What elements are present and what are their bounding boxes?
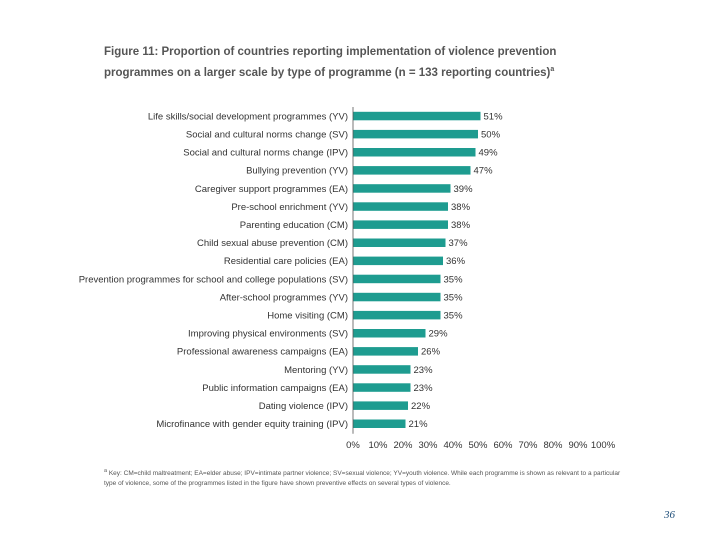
x-tick-label: 20% <box>393 440 413 451</box>
category-label: After-school programmes (YV) <box>220 292 348 303</box>
value-label: 35% <box>444 292 464 303</box>
value-label: 29% <box>429 329 449 340</box>
value-label: 39% <box>454 184 474 195</box>
category-label: Public information campaigns (EA) <box>202 383 348 394</box>
category-label: Microfinance with gender equity training… <box>156 419 348 430</box>
x-tick-label: 70% <box>518 440 538 451</box>
value-label: 51% <box>484 111 504 122</box>
category-label: Mentoring (YV) <box>284 365 348 376</box>
value-label: 36% <box>446 256 466 267</box>
category-label: Life skills/social development programme… <box>148 111 348 122</box>
value-label: 35% <box>444 274 464 285</box>
x-tick-label: 60% <box>493 440 513 451</box>
category-label: Professional awareness campaigns (EA) <box>177 347 348 358</box>
value-label: 22% <box>411 401 431 412</box>
bar <box>353 419 406 428</box>
value-label: 23% <box>414 365 434 376</box>
bar <box>353 202 448 211</box>
category-label: Caregiver support programmes (EA) <box>195 184 348 195</box>
bar <box>353 129 478 139</box>
figure-title-marker: a <box>550 66 555 73</box>
category-label: Improving physical environments (SV) <box>188 329 348 340</box>
bar <box>353 256 443 266</box>
x-tick-label: 80% <box>543 440 563 451</box>
bar <box>353 274 441 284</box>
bar <box>353 220 448 229</box>
value-label: 35% <box>444 310 464 321</box>
category-label: Home visiting (CM) <box>267 310 348 321</box>
bar <box>353 166 471 175</box>
x-tick-label: 40% <box>443 440 463 451</box>
category-label: Child sexual abuse prevention (CM) <box>197 238 348 249</box>
bar <box>353 365 411 374</box>
footnote-marker: a <box>104 468 108 474</box>
figure-title: Figure 11: Proportion of countries repor… <box>104 44 604 82</box>
category-label: Dating violence (IPV) <box>259 401 348 412</box>
bar <box>353 111 481 121</box>
page-number: 36 <box>664 509 675 521</box>
bar <box>353 401 408 410</box>
value-label: 21% <box>409 419 429 430</box>
value-label: 37% <box>449 238 469 249</box>
category-label: Pre-school enrichment (YV) <box>231 202 348 213</box>
bar <box>353 347 418 356</box>
bar <box>353 292 441 302</box>
bar <box>353 310 441 320</box>
category-label: Social and cultural norms change (SV) <box>186 129 348 140</box>
value-label: 26% <box>421 347 441 358</box>
x-tick-label: 90% <box>568 440 588 451</box>
figure-title-text: Figure 11: Proportion of countries repor… <box>104 46 557 79</box>
bar <box>353 238 446 247</box>
value-label: 38% <box>451 220 471 231</box>
category-label: Social and cultural norms change (IPV) <box>183 148 348 159</box>
x-tick-label: 30% <box>418 440 438 451</box>
x-tick-label: 0% <box>346 440 360 451</box>
x-tick-label: 100% <box>591 440 616 451</box>
value-label: 49% <box>479 148 499 159</box>
bar <box>353 329 426 338</box>
footnote-text: Key: CM=child maltreatment; EA=elder abu… <box>104 470 621 488</box>
bar <box>353 383 411 392</box>
value-label: 23% <box>414 383 434 394</box>
category-label: Bullying prevention (YV) <box>246 166 348 177</box>
category-label: Residential care policies (EA) <box>224 256 348 267</box>
bar <box>353 184 451 193</box>
category-label: Parenting education (CM) <box>240 220 348 231</box>
x-tick-label: 10% <box>368 440 388 451</box>
footnote: a Key: CM=child maltreatment; EA=elder a… <box>104 466 624 489</box>
value-label: 50% <box>481 129 501 140</box>
value-label: 38% <box>451 202 471 213</box>
category-label: Prevention programmes for school and col… <box>79 274 348 285</box>
value-label: 47% <box>474 166 494 177</box>
x-tick-label: 50% <box>468 440 488 451</box>
bar <box>353 148 476 157</box>
